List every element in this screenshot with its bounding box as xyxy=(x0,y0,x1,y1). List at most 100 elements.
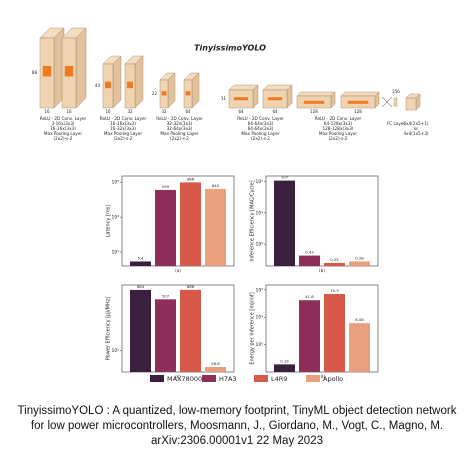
x-axis-label: (d) xyxy=(319,374,325,379)
value-label: 640 xyxy=(212,183,220,188)
layer-side xyxy=(75,27,87,109)
figure-title: TinyissimoYOLO xyxy=(194,44,266,53)
size-label: 44 xyxy=(95,83,101,88)
y-tick-label: 10¹ xyxy=(255,315,263,321)
layer-caption: (2x2)-s-2 xyxy=(170,136,189,141)
channel-label: 64 xyxy=(238,109,244,114)
layer-caption: 128-128x(3x3) xyxy=(322,126,353,131)
y-tick-label: 10² xyxy=(111,215,119,221)
bar xyxy=(299,255,320,266)
layer-caption: 64-64x(3x3) xyxy=(248,126,274,131)
value-label: 599 xyxy=(162,184,170,189)
layer-caption: 16-32x(3x3) xyxy=(110,126,136,131)
y-tick-label: 10² xyxy=(255,179,263,185)
bar xyxy=(180,289,201,372)
value-label: 6.08 xyxy=(355,317,364,322)
kernel xyxy=(185,91,191,96)
plot-frame xyxy=(121,175,235,267)
channel-label: 64 xyxy=(272,109,278,114)
layer-caption: Max Pooling Layer xyxy=(44,131,82,136)
legend-swatch xyxy=(202,375,216,382)
layer-caption: 3-16x(3x3) xyxy=(51,121,74,126)
figure: TinyissimoYOLO 16 16 88 ReLU - 2D Conv. Lay… xyxy=(32,27,429,383)
bar xyxy=(205,367,226,372)
legend-label: L4R9 xyxy=(271,375,287,383)
channel-label: 32 xyxy=(161,109,167,114)
bar xyxy=(324,262,345,266)
output-caption: or xyxy=(414,126,419,131)
layer-caption: ReLU - 2D Conv. Layer xyxy=(156,116,203,121)
layer-top xyxy=(296,91,336,97)
y-tick-label: 10³ xyxy=(111,180,119,186)
size-label: 11 xyxy=(221,96,227,101)
channel-label: 128 xyxy=(354,109,362,114)
legend-label: MAX78000 xyxy=(167,375,202,383)
kernel xyxy=(303,100,325,104)
layer-caption: Max Pooling Layer xyxy=(104,131,142,136)
value-label: 507 xyxy=(162,293,170,298)
legend-swatch xyxy=(254,375,268,382)
layer-caption: (2x2)-s-2 xyxy=(329,136,348,141)
kernel xyxy=(233,97,249,101)
bar xyxy=(155,299,176,372)
y-axis-label: Energy per Inference [mJ/inf] xyxy=(250,292,256,364)
plot-frame xyxy=(265,284,379,373)
x-axis-label: (b) xyxy=(319,268,325,273)
y-tick-label: 10⁰ xyxy=(255,242,263,248)
channel-label: 16 xyxy=(66,109,72,114)
layer-side xyxy=(134,55,144,109)
layer-front xyxy=(405,97,417,111)
layer-caption: 16-16x(3x3) xyxy=(50,126,76,131)
plot-frame xyxy=(121,284,235,373)
kernel xyxy=(64,66,74,77)
bar xyxy=(299,300,320,372)
y-tick-label: 10¹ xyxy=(111,250,119,256)
bar xyxy=(205,188,226,266)
y-axis-label: Power Efficiency [µJ/MHz] xyxy=(106,297,112,360)
bar xyxy=(349,261,370,266)
size-label: 22 xyxy=(152,91,158,96)
kernel xyxy=(161,91,167,96)
bar xyxy=(324,294,345,372)
value-label: 107 xyxy=(281,175,289,180)
y-tick-label: 10² xyxy=(255,287,263,293)
fc-caption: FC Layer xyxy=(387,121,406,126)
x-axis-label: (c) xyxy=(175,374,181,379)
value-label: 70.3 xyxy=(330,288,339,293)
layer-caption: (2x2)-s-2 xyxy=(251,136,270,141)
fc-size: 256 xyxy=(392,89,400,94)
value-label: 0.19 xyxy=(280,358,289,363)
y-axis-label: Latency [ms] xyxy=(106,205,112,238)
value-label: 5.4 xyxy=(137,255,144,260)
bar xyxy=(274,364,295,372)
channel-label: 16 xyxy=(44,109,50,114)
fc-layer xyxy=(393,97,398,107)
legend-label: H7A3 xyxy=(219,375,237,383)
legend-label: Apollo xyxy=(323,375,343,383)
value-label: 986 xyxy=(187,176,195,181)
bar xyxy=(130,289,151,372)
channel-label: 16 xyxy=(105,109,111,114)
channel-label: 128 xyxy=(310,109,318,114)
layer-side xyxy=(112,55,122,109)
layer-caption: (2x2)-s-2 xyxy=(54,136,73,141)
value-label: 41.8 xyxy=(305,294,314,299)
layer-caption: ReLU - 2D Conv. Layer xyxy=(315,116,362,121)
legend-swatch xyxy=(306,375,320,382)
value-label: 0.25 xyxy=(330,257,339,262)
layer-caption: 32-64x(3x3) xyxy=(167,126,193,131)
bar xyxy=(130,261,151,266)
output-caption: 6x4(2x5+1) xyxy=(403,121,428,126)
bar xyxy=(155,189,176,266)
channel-label: 32 xyxy=(127,109,133,114)
layer-caption: Max Pooling Layer xyxy=(160,131,198,136)
layer-caption: 64-64x(3x3) xyxy=(248,121,274,126)
y-axis-label: Inference Efficiency [MAC/Cycle] xyxy=(250,180,256,261)
value-label: 0.28 xyxy=(355,255,364,260)
y-tick-label: 10² xyxy=(111,348,119,354)
layer-top xyxy=(340,91,380,97)
layer-caption: ReLU - 2D Conv. Layer xyxy=(40,116,87,121)
value-label: 684 xyxy=(137,284,145,289)
bar xyxy=(349,323,370,372)
